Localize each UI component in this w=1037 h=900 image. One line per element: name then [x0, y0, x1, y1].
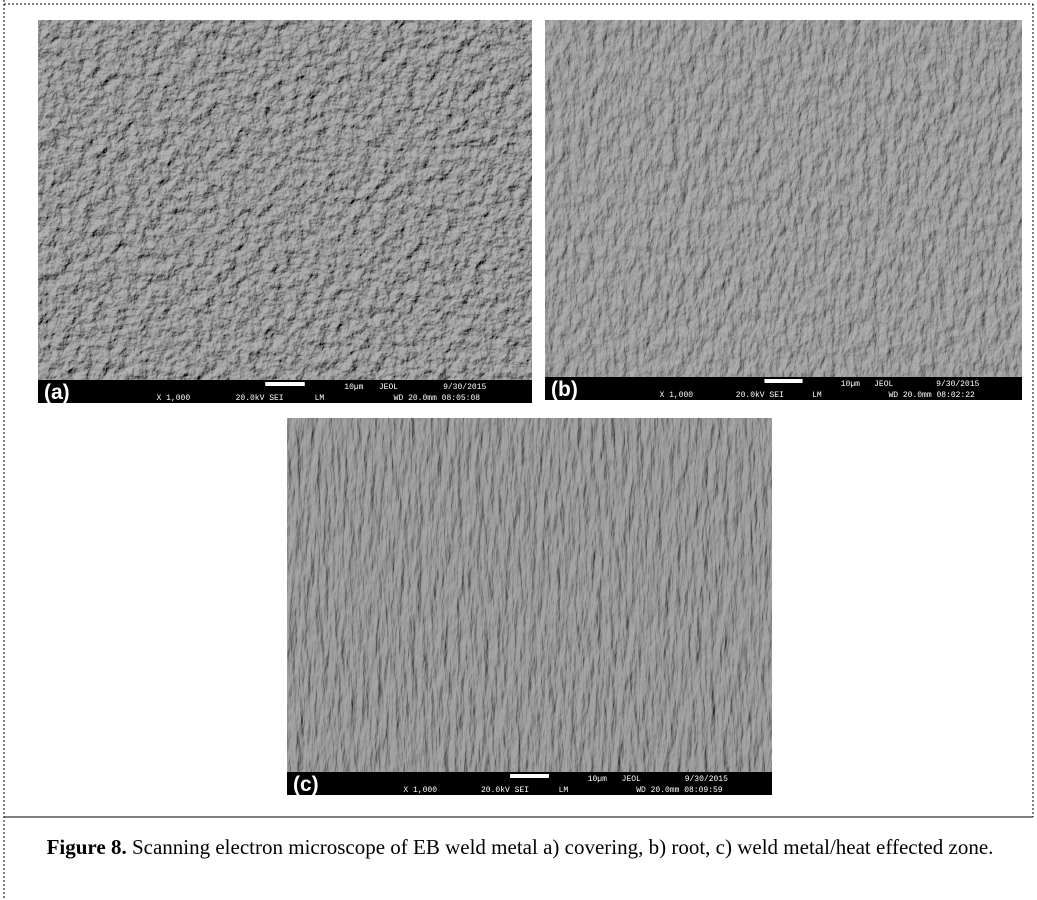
magnification: X 1,000 — [659, 391, 693, 400]
brand: JEOL — [379, 383, 398, 392]
wd-time: WD 20.0mm 08:05:08 — [394, 394, 481, 403]
page: (a) X 1,000 20.0kV SEI LM 10µm JEOL 9/30/2015 W… — [0, 0, 1037, 900]
detector-mode: LM — [812, 391, 822, 400]
scale-label: 10µm — [588, 775, 607, 784]
wd-time: WD 20.0mm 08:09:59 — [636, 786, 723, 795]
date: 9/30/2015 — [685, 775, 728, 784]
panel-label: (b) — [551, 378, 578, 401]
detector-mode: LM — [559, 786, 569, 795]
wd-time: WD 20.0mm 08:02:22 — [888, 391, 975, 400]
panel-label: (a) — [44, 381, 70, 404]
brand: JEOL — [622, 775, 641, 784]
scale-bar — [265, 382, 305, 386]
brand: JEOL — [874, 380, 893, 389]
date: 9/30/2015 — [936, 380, 979, 389]
caption-label: Figure 8. — [47, 835, 127, 859]
scale-bar — [510, 774, 549, 778]
panel-label: (c) — [293, 773, 319, 796]
scale-label: 10µm — [344, 383, 363, 392]
detector-mode: LM — [315, 394, 325, 403]
sem-image — [38, 20, 532, 380]
magnification: X 1,000 — [157, 394, 191, 403]
date: 9/30/2015 — [443, 383, 486, 392]
sem-image — [545, 20, 1022, 377]
scale-label: 10µm — [841, 380, 860, 389]
figure: (a) X 1,000 20.0kV SEI LM 10µm JEOL 9/30/2015 W… — [0, 0, 1037, 900]
magnification: X 1,000 — [403, 786, 437, 795]
scale-bar — [764, 379, 802, 383]
sem-image — [287, 418, 772, 772]
figure-caption: Figure 8. Scanning electron microscope o… — [40, 832, 1000, 862]
voltage: 20.0kV SEI — [736, 391, 784, 400]
caption-text: Scanning electron microscope of EB weld … — [132, 835, 993, 859]
voltage: 20.0kV SEI — [236, 394, 284, 403]
voltage: 20.0kV SEI — [481, 786, 529, 795]
